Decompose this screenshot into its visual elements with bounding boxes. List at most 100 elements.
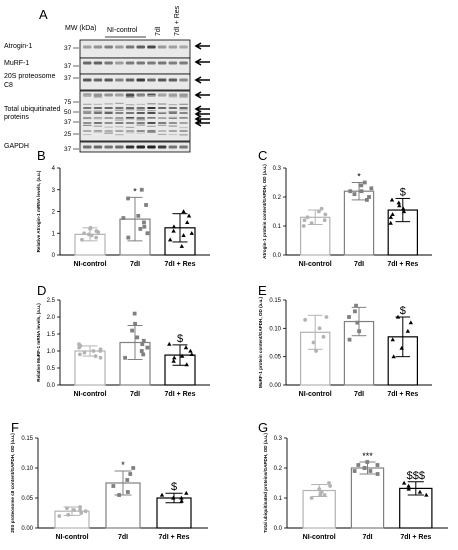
blot-row: Atrogin-1 37 — [4, 39, 210, 59]
blot-mw-marker: 37 — [64, 45, 72, 52]
data-point — [123, 355, 127, 360]
blot-band — [168, 122, 178, 124]
blot-band — [83, 145, 92, 149]
blot-smear — [125, 96, 135, 98]
blot-band — [136, 122, 145, 124]
blot-smear — [147, 117, 156, 119]
blot-membrane — [79, 73, 191, 91]
data-point — [318, 493, 323, 497]
blot-smear — [136, 109, 145, 111]
blot-band — [83, 130, 92, 132]
blot-band — [179, 112, 188, 114]
y-tick-label: 0.3 — [274, 436, 283, 442]
chart-panel-g: G 0.0 0.1 0.2 0.3 Total ubiquitinated protein… — [258, 420, 448, 541]
blot-smear — [136, 124, 145, 126]
blot-smear — [93, 118, 103, 120]
blot-smear — [93, 110, 103, 112]
data-point — [367, 195, 371, 199]
y-tick-label: 2 — [52, 210, 56, 216]
significance-marker: $ — [400, 186, 406, 198]
data-point — [80, 237, 84, 242]
blot-smear — [147, 103, 156, 105]
data-point — [138, 227, 143, 231]
data-point — [189, 352, 194, 356]
blot-smear — [115, 102, 124, 104]
data-point — [140, 342, 145, 347]
blot-band — [147, 78, 156, 82]
data-point — [179, 495, 184, 500]
blot-band — [136, 112, 145, 114]
data-point — [317, 487, 322, 491]
data-point — [389, 197, 395, 202]
blot-smear — [104, 103, 113, 105]
data-point — [121, 216, 126, 220]
data-point — [183, 345, 189, 350]
significance-marker: * — [357, 172, 361, 182]
blot-smear — [104, 94, 113, 96]
blot-band — [136, 117, 145, 119]
blot-smear — [168, 133, 178, 136]
blot-band — [93, 112, 103, 114]
y-tick-label: 0.1 — [273, 224, 282, 230]
y-axis-label: Relative Atrogin-1 mRNA levels, (a.u.) — [36, 170, 41, 252]
data-point — [65, 506, 69, 511]
y-tick-label: 0.5 — [47, 366, 56, 372]
x-category-label: 7dI — [354, 391, 364, 398]
data-point — [354, 303, 358, 308]
data-point — [136, 213, 141, 218]
blot-smear — [83, 124, 92, 127]
blot-smear — [157, 111, 167, 114]
data-point — [401, 209, 407, 214]
blot-band — [93, 122, 103, 124]
data-point — [369, 186, 374, 191]
data-point — [397, 203, 402, 208]
blot-band — [115, 145, 124, 149]
y-tick-label: 1.5 — [47, 332, 56, 338]
blot-smear — [104, 117, 113, 119]
panel-letter: B — [37, 148, 46, 163]
blot-row-label: Total ubiquitinated — [4, 106, 61, 113]
mw-header: MW (kDa) — [65, 25, 97, 32]
blot-band — [93, 107, 103, 109]
blot-band — [83, 61, 92, 65]
y-axis-label: Total ubiquitinated proteins/GAPDH, OD (… — [263, 433, 268, 533]
data-point — [184, 362, 189, 367]
blot-band — [168, 112, 178, 114]
blot-band — [157, 78, 167, 82]
y-tick-label: 0.0 — [273, 253, 282, 259]
significance-marker: $ — [400, 305, 406, 317]
blot-band — [115, 112, 124, 114]
panel-letter: C — [258, 148, 267, 163]
data-point — [78, 352, 82, 357]
blot-band — [136, 130, 145, 132]
blot-smear — [168, 125, 178, 127]
blot-smear — [136, 103, 145, 105]
y-tick-label: 0.1 — [274, 496, 283, 502]
data-point — [395, 314, 401, 319]
blot-band — [125, 45, 135, 49]
data-point — [401, 480, 407, 485]
blot-smear — [179, 134, 188, 136]
blot-mw-marker: 37 — [64, 119, 72, 126]
data-point — [347, 337, 352, 342]
panel-letter: D — [37, 283, 46, 298]
data-point — [145, 231, 150, 236]
data-point — [424, 492, 429, 497]
data-point — [365, 198, 369, 202]
blot-band — [168, 61, 178, 65]
blot-band — [104, 107, 113, 109]
data-point — [348, 189, 353, 194]
data-point — [309, 496, 314, 500]
bar-charts: B 0 1 2 3 4 Relative Atrogin-1 mRNA levels, (a… — [10, 148, 448, 541]
chart-panel-d: D 0.0 0.5 1.0 1.5 2.0 2.5 Relative MuRF-1 mRNA … — [36, 283, 210, 398]
western-blot-panel: A MW (kDa) NI-control 7dI 7dI + Res Atro… — [4, 5, 210, 153]
blot-smear — [125, 104, 135, 106]
blot-band — [147, 112, 156, 114]
y-tick-label: 4 — [52, 166, 56, 172]
x-category-label: NI-control — [299, 261, 332, 268]
blot-band — [115, 117, 124, 119]
blot-smear — [115, 119, 124, 121]
data-point — [139, 349, 144, 353]
blot-band — [83, 45, 92, 49]
data-point — [406, 483, 411, 488]
